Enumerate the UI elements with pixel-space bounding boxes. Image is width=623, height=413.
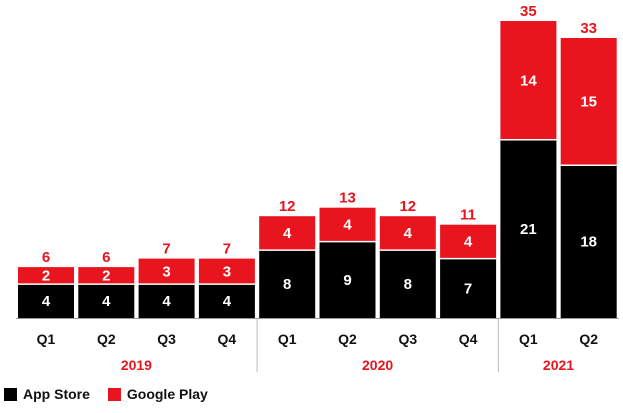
total-label-2: 7 <box>162 241 170 258</box>
bars-layer <box>18 21 617 318</box>
bar-app-store-1 <box>78 284 135 318</box>
bar-google-play-0 <box>18 267 74 285</box>
x-tick-label-3: Q4 <box>218 331 237 347</box>
value-label-google-play-5: 4 <box>343 217 352 234</box>
value-label-app-store-6: 8 <box>404 276 412 293</box>
bar-google-play-2 <box>138 258 195 285</box>
x-tick-label-1: Q2 <box>97 331 116 347</box>
total-label-0: 6 <box>42 249 50 266</box>
bar-google-play-3 <box>198 258 255 285</box>
legend-label-app-store: App Store <box>23 386 90 402</box>
bar-google-play-5 <box>319 207 376 242</box>
bar-app-store-2 <box>138 284 195 318</box>
value-label-google-play-7: 4 <box>464 234 473 251</box>
group-label-2019: 2019 <box>121 357 152 373</box>
x-axis: Q1 Q2 Q3 Q4 Q1 Q2 Q3 Q4 Q1 Q2 2019 2020 2021 <box>16 318 619 373</box>
group-label-2020: 2020 <box>362 357 393 373</box>
x-tick-label-5: Q2 <box>338 331 357 347</box>
value-label-app-store-9: 18 <box>580 234 597 251</box>
value-label-app-store-8: 21 <box>520 221 537 238</box>
value-label-google-play-0: 2 <box>42 268 50 285</box>
bar-google-play-9 <box>560 38 617 166</box>
bar-app-store-9 <box>560 165 617 318</box>
value-label-google-play-3: 3 <box>223 263 231 280</box>
total-label-7: 11 <box>460 207 476 224</box>
legend-item-app-store: App Store <box>4 386 90 402</box>
group-label-2021: 2021 <box>543 357 574 373</box>
value-label-google-play-4: 4 <box>283 225 292 242</box>
total-label-6: 12 <box>399 198 416 215</box>
bar-google-play-1 <box>78 267 135 285</box>
value-label-app-store-0: 4 <box>42 293 51 310</box>
value-label-app-store-3: 4 <box>223 293 232 310</box>
value-label-google-play-1: 2 <box>102 268 110 285</box>
total-label-5: 13 <box>339 190 356 207</box>
legend-swatch-app-store <box>4 387 17 401</box>
value-label-google-play-6: 4 <box>404 225 413 242</box>
total-label-1: 6 <box>102 249 110 266</box>
legend-swatch-google-play <box>107 387 121 401</box>
bar-app-store-7 <box>440 258 497 318</box>
x-tick-label-4: Q1 <box>278 331 297 347</box>
total-label-9: 33 <box>580 20 597 37</box>
x-tick-label-9: Q2 <box>579 331 598 347</box>
total-label-3: 7 <box>223 241 231 258</box>
bar-google-play-6 <box>379 216 436 251</box>
legend: App Store Google Play <box>4 386 208 402</box>
x-tick-label-2: Q3 <box>157 331 176 347</box>
x-tick-label-6: Q3 <box>398 331 417 347</box>
legend-item-google-play: Google Play <box>107 386 208 402</box>
bar-app-store-4 <box>259 250 316 318</box>
value-label-google-play-2: 3 <box>162 263 170 280</box>
value-label-app-store-2: 4 <box>162 293 171 310</box>
bar-google-play-4 <box>259 216 316 251</box>
bar-app-store-5 <box>319 241 376 318</box>
value-label-app-store-4: 8 <box>283 276 291 293</box>
bar-app-store-6 <box>379 250 436 318</box>
total-label-8: 35 <box>520 3 537 20</box>
bar-google-play-8 <box>500 21 557 140</box>
value-label-app-store-1: 4 <box>102 293 111 310</box>
bar-app-store-8 <box>500 139 557 318</box>
value-label-google-play-9: 15 <box>580 94 597 111</box>
bar-app-store-3 <box>198 284 255 318</box>
x-tick-label-7: Q4 <box>459 331 478 347</box>
legend-label-google-play: Google Play <box>126 386 208 402</box>
value-label-app-store-7: 7 <box>464 280 472 297</box>
bar-app-store-0 <box>18 284 74 318</box>
value-label-app-store-5: 9 <box>343 272 351 289</box>
bar-google-play-7 <box>440 224 497 259</box>
x-tick-label-0: Q1 <box>37 331 56 347</box>
value-label-google-play-8: 14 <box>520 72 537 89</box>
x-tick-label-8: Q1 <box>519 331 538 347</box>
total-label-4: 12 <box>279 198 296 215</box>
labels-layer: 4 2 6 4 2 6 4 3 7 4 3 7 8 4 12 9 4 13 8 4 12 7 4 11 21 14 35 18 15 33 <box>42 3 597 310</box>
